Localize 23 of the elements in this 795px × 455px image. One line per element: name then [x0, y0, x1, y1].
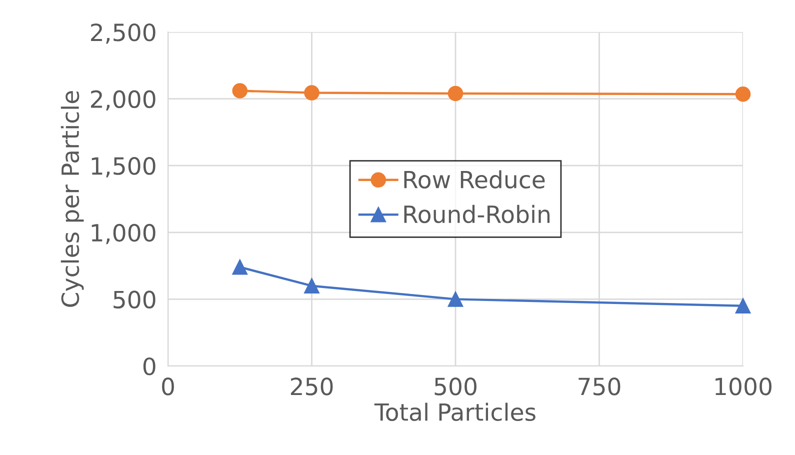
- point: [232, 259, 248, 275]
- point: [232, 83, 248, 98]
- y-tick-label: 2,500: [91, 23, 156, 44]
- x-tick-label: 0: [162, 378, 174, 396]
- x-tick-label: 250: [290, 378, 333, 396]
- x-tick-label: 1000: [716, 378, 772, 396]
- legend-label: Row Reduce: [404, 170, 545, 189]
- x-tick-label: 750: [578, 378, 620, 396]
- point: [448, 86, 464, 102]
- legend-label: Round-Robin: [404, 204, 550, 224]
- x-tick-label: 500: [434, 378, 476, 396]
- point: [735, 86, 751, 102]
- y-axis-title: Cycles per Particle: [60, 91, 84, 307]
- y-tick-label: 1,500: [92, 157, 156, 178]
- point: [304, 278, 320, 294]
- x-axis-title: Total Particles: [374, 402, 536, 422]
- y-tick-label: 0: [143, 357, 156, 376]
- y-tick-label: 2,000: [91, 90, 156, 111]
- point: [735, 298, 751, 314]
- y-tick-label: 1,000: [92, 224, 156, 244]
- point: [448, 292, 464, 307]
- point: [304, 85, 320, 100]
- y-tick-label: 500: [114, 290, 156, 309]
